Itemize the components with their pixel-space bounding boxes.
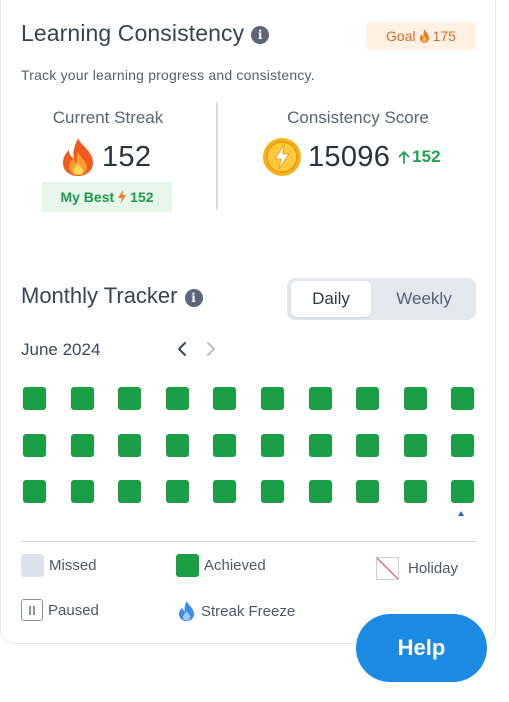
day-cell[interactable] <box>356 480 379 503</box>
day-cell[interactable] <box>118 434 141 457</box>
day-cell[interactable] <box>404 387 427 410</box>
day-cell[interactable] <box>451 434 474 457</box>
today-marker-icon <box>458 511 464 516</box>
current-month: June 2024 <box>21 340 101 359</box>
tab-daily[interactable]: Daily <box>291 281 371 317</box>
consistency-score-value-row: 15096 152 <box>262 137 441 177</box>
goal-badge: Goal 175 <box>366 22 476 50</box>
day-cell[interactable] <box>356 434 379 457</box>
card-title: Learning Consistency <box>21 20 245 46</box>
card-header: Learning Consistency i <box>21 20 270 47</box>
learning-consistency-card <box>0 0 496 644</box>
day-cell[interactable] <box>261 480 284 503</box>
legend-streak-freeze: Streak Freeze <box>178 601 295 621</box>
day-cell[interactable] <box>166 387 189 410</box>
current-streak-value-row: 152 <box>60 137 151 177</box>
day-cell[interactable] <box>309 387 332 410</box>
missed-swatch <box>21 554 44 577</box>
day-cell[interactable] <box>23 480 46 503</box>
legend-paused: Paused <box>21 599 99 621</box>
flame-icon <box>419 29 429 43</box>
legend-missed: Missed <box>21 554 97 577</box>
previous-month-button[interactable] <box>172 338 192 360</box>
info-icon[interactable]: i <box>251 26 270 44</box>
legend-holiday-label: Holiday <box>408 560 459 577</box>
info-icon[interactable]: i <box>184 288 203 307</box>
day-cell[interactable] <box>118 387 141 410</box>
day-cell[interactable] <box>213 480 236 503</box>
day-cell[interactable] <box>71 387 94 410</box>
best-streak-value: 152 <box>130 189 154 205</box>
legend-divider <box>21 541 476 542</box>
coin-bolt-icon <box>263 138 301 176</box>
day-cell[interactable] <box>309 434 332 457</box>
day-cell[interactable] <box>71 480 94 503</box>
current-streak-value: 152 <box>102 140 152 173</box>
score-delta-value: 152 <box>412 147 441 166</box>
legend-holiday: Holiday <box>376 557 458 580</box>
arrow-up-icon <box>398 151 410 164</box>
day-cell[interactable] <box>261 434 284 457</box>
day-cell[interactable] <box>166 434 189 457</box>
snowflame-icon <box>179 601 194 621</box>
chevron-left-icon <box>178 342 186 356</box>
best-streak-label: My Best <box>60 189 115 205</box>
legend-achieved-label: Achieved <box>204 557 266 574</box>
day-cell[interactable] <box>118 480 141 503</box>
day-cell[interactable] <box>23 434 46 457</box>
day-grid <box>23 387 476 503</box>
consistency-score-label: Consistency Score <box>287 108 429 127</box>
stats-divider <box>216 102 218 210</box>
day-cell[interactable] <box>451 387 474 410</box>
flame-icon <box>118 190 127 204</box>
help-button[interactable]: Help <box>356 614 487 682</box>
goal-label: Goal <box>386 28 416 44</box>
monthly-tracker-title: Monthly Tracker <box>21 283 178 308</box>
best-streak-badge: My Best 152 <box>42 182 172 212</box>
view-toggle: Daily Weekly <box>287 278 476 320</box>
day-cell[interactable] <box>213 387 236 410</box>
flame-icon <box>63 138 93 176</box>
tab-weekly[interactable]: Weekly <box>396 289 452 308</box>
day-cell[interactable] <box>451 480 474 503</box>
day-cell[interactable] <box>23 387 46 410</box>
card-subtitle: Track your learning progress and consist… <box>21 67 315 83</box>
legend-achieved: Achieved <box>176 554 266 577</box>
consistency-score-section: Consistency Score <box>240 108 476 128</box>
holiday-icon <box>376 557 399 580</box>
day-cell[interactable] <box>309 480 332 503</box>
day-cell[interactable] <box>166 480 189 503</box>
next-month-button[interactable] <box>201 338 221 360</box>
current-streak-label: Current Streak <box>52 108 164 127</box>
legend-paused-label: Paused <box>48 601 99 619</box>
current-streak-section: Current Streak <box>20 108 196 128</box>
goal-value: 175 <box>432 28 456 44</box>
day-cell[interactable] <box>356 387 379 410</box>
legend-streak-freeze-label: Streak Freeze <box>201 602 296 620</box>
legend-missed-label: Missed <box>49 557 97 574</box>
day-cell[interactable] <box>404 480 427 503</box>
day-cell[interactable] <box>213 434 236 457</box>
pause-icon <box>21 599 43 621</box>
score-delta: 152 <box>398 147 441 167</box>
consistency-score-value: 15096 <box>308 140 391 173</box>
chevron-right-icon <box>207 342 215 356</box>
achieved-swatch <box>176 554 199 577</box>
day-cell[interactable] <box>404 434 427 457</box>
day-cell[interactable] <box>261 387 284 410</box>
monthly-tracker-header: Monthly Tracker i <box>21 283 203 309</box>
day-cell[interactable] <box>71 434 94 457</box>
